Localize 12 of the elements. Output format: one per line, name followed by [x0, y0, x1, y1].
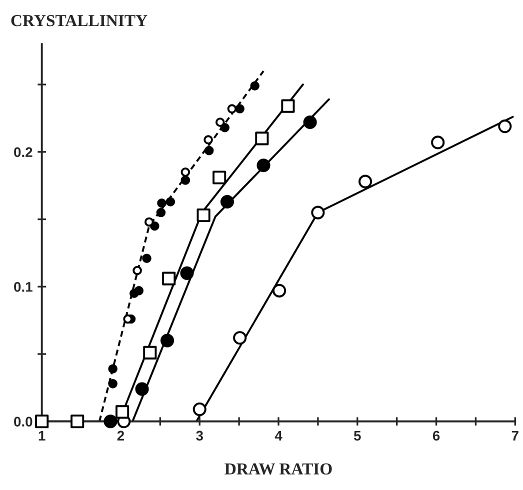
y-tick-label: 0.0	[14, 416, 32, 427]
x-tick-label: 1	[38, 430, 46, 440]
x-tick-label: 5	[354, 430, 361, 441]
y-tick-label: 0.1	[14, 282, 32, 292]
x-axis-title: DRAW RATIO	[224, 463, 332, 475]
x-tick-label: 7	[512, 430, 518, 440]
x-tick-label: 4	[274, 430, 282, 440]
chart-title: CRYSTALLINITY	[11, 15, 148, 26]
x-tick-label: 3	[196, 430, 203, 441]
x-tick-label: 2	[117, 430, 124, 440]
x-tick-label: 6	[432, 430, 440, 441]
y-tick-label: 0.2	[14, 147, 32, 158]
